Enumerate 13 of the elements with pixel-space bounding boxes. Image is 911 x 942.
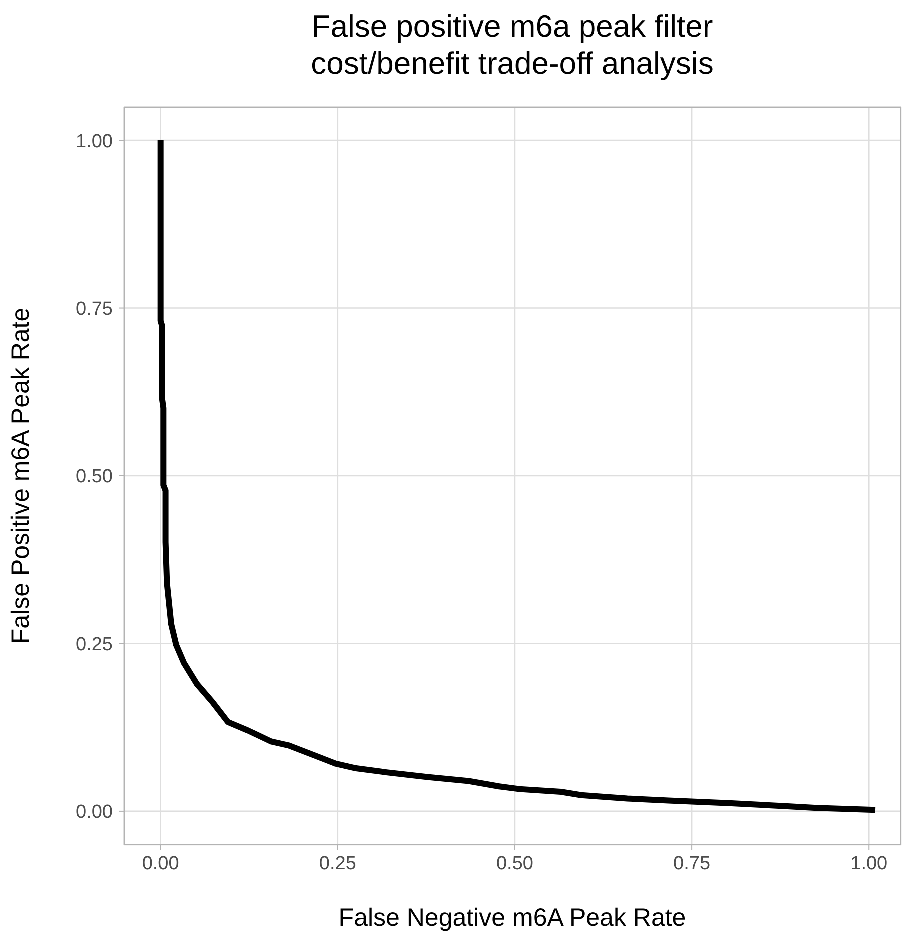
x-tick-label: 0.25 <box>319 853 356 874</box>
x-axis-title: False Negative m6A Peak Rate <box>338 904 686 932</box>
chart-title: False positive m6a peak filter cost/benefit trade-off analysis <box>310 8 715 83</box>
y-tick-label: 0.75 <box>76 299 113 320</box>
x-tick-label: 0.75 <box>674 853 711 874</box>
x-tick-label: 1.00 <box>850 853 888 874</box>
y-tick-label: 0.00 <box>76 802 113 824</box>
y-axis-title: False Positive m6A Peak Rate <box>6 308 35 644</box>
y-tick-label: 0.50 <box>76 466 113 488</box>
y-tick-label: 0.25 <box>76 634 113 656</box>
x-tick-label: 0.50 <box>496 853 534 874</box>
x-tick-label: 0.00 <box>142 853 180 874</box>
y-tick-label: 1.00 <box>76 131 113 152</box>
